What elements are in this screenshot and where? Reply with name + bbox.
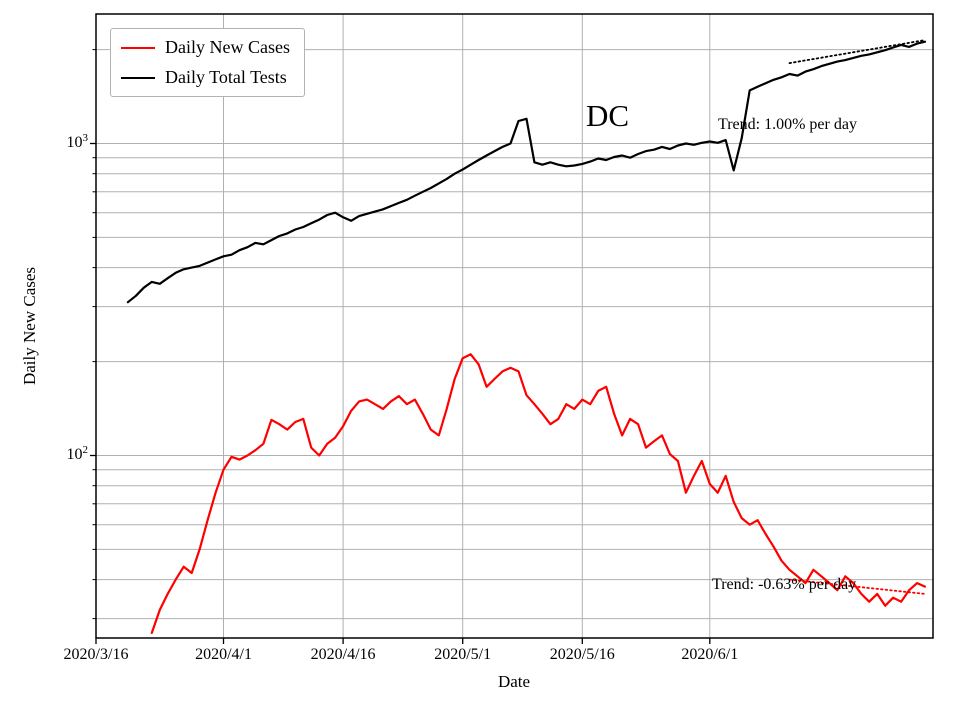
tests-trend-line	[788, 39, 926, 64]
cases-trend-line	[788, 578, 926, 595]
tests-line	[126, 40, 927, 304]
tests-line-swatch	[121, 76, 155, 79]
y-axis-label: Daily New Cases	[20, 266, 39, 386]
x-tick-label: 2020/6/1	[681, 646, 739, 663]
legend-item-tests: Daily Total Tests	[121, 67, 290, 88]
tests-trend-annotation: Trend: 1.00% per day	[718, 116, 857, 133]
x-tick-label: 2020/3/16	[63, 646, 129, 663]
x-axis-label: Date	[497, 672, 531, 691]
cases-line	[150, 353, 927, 634]
legend-item-cases: Daily New Cases	[121, 37, 290, 58]
y-tick-label: 103	[66, 132, 89, 152]
x-tick-label: 2020/4/1	[195, 646, 252, 663]
x-tick-label: 2020/5/16	[549, 646, 615, 663]
cases-trend-annotation: Trend: -0.63% per day	[712, 576, 857, 593]
legend: Daily New Cases Daily Total Tests	[110, 28, 305, 97]
x-tick-label: 2020/5/1	[434, 646, 492, 663]
state-annotation: DC	[586, 98, 630, 133]
y-tick-label: 102	[66, 444, 89, 464]
cases-line-swatch	[121, 46, 155, 49]
legend-label-cases: Daily New Cases	[165, 37, 290, 57]
x-tick-label: 2020/4/16	[310, 646, 376, 663]
legend-label-tests: Daily Total Tests	[165, 67, 287, 87]
plot-border	[95, 13, 934, 639]
